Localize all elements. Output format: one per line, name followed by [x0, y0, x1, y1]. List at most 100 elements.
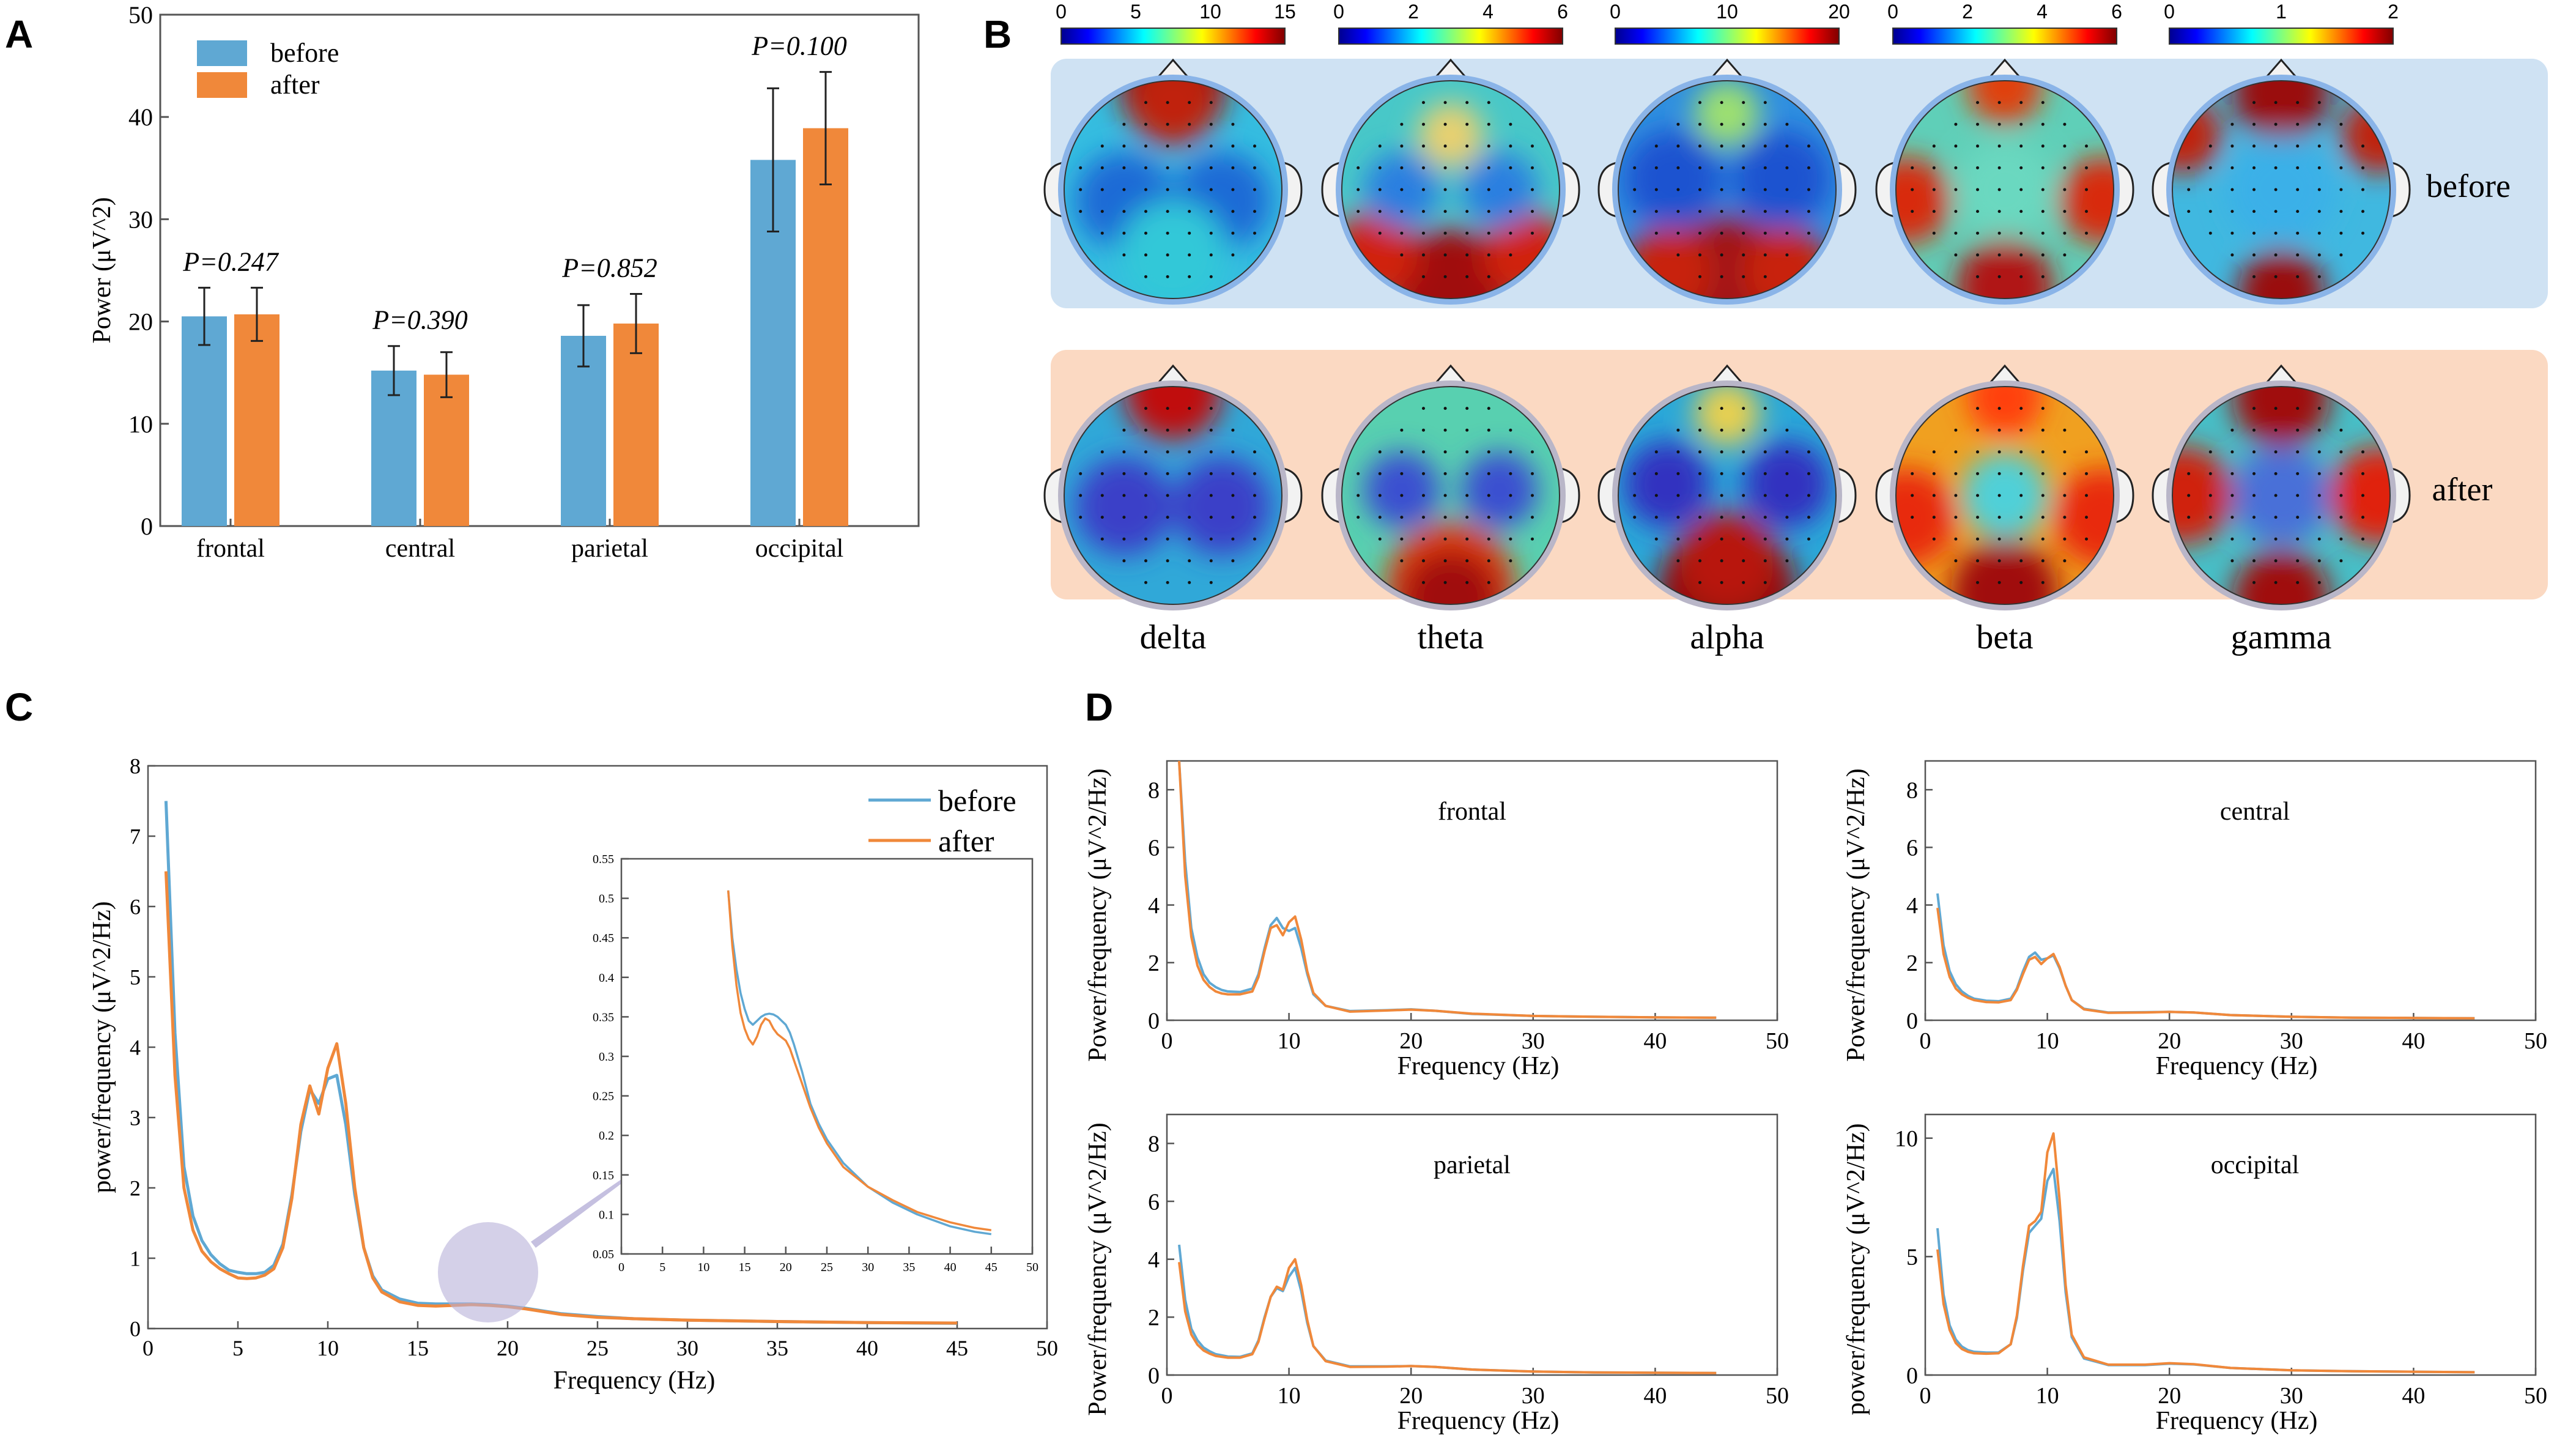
electrode-dot — [1676, 210, 1680, 213]
x-tick-label: 35 — [903, 1261, 915, 1274]
panel-label-c: C — [5, 685, 33, 729]
electrode-dot — [2339, 144, 2343, 148]
electrode-dot — [2252, 188, 2256, 191]
electrode-dot — [1807, 494, 1810, 497]
electrode-dot — [1531, 188, 1534, 191]
electrode-dot — [1487, 253, 1490, 257]
electrode-dot — [1654, 144, 1658, 148]
x-axis-title: Frequency (Hz) — [2156, 1407, 2318, 1435]
electrode-dot — [1676, 559, 1680, 563]
electrode-dot — [1443, 122, 1447, 126]
topomap-blob — [2172, 446, 2232, 545]
x-tick-label: 50 — [2524, 1383, 2547, 1409]
electrode-dot — [1911, 472, 1914, 475]
electrode-dot — [1443, 275, 1447, 278]
electrode-dot — [2208, 188, 2212, 191]
electrode-dot — [1465, 407, 1469, 410]
electrode-dot — [1422, 101, 1425, 105]
right-ear — [1282, 161, 1303, 218]
electrode-dot — [1976, 559, 1979, 563]
electrode-dot — [1231, 516, 1235, 519]
row-label-before: before — [2426, 168, 2511, 204]
topomap-delta-after — [1043, 364, 1303, 610]
electrode-dot — [1509, 231, 1512, 235]
colorbar-tick-label: 0 — [2164, 1, 2175, 23]
x-tick-label: 10 — [2036, 1028, 2059, 1054]
electrode-dot — [2296, 494, 2300, 497]
electrode-dot — [1188, 122, 1191, 126]
y-tick-label: 0.55 — [593, 853, 614, 866]
electrode-dot — [1742, 516, 1745, 519]
electrode-dot — [1911, 166, 1914, 169]
electrode-dot — [2252, 516, 2256, 519]
electrode-dot — [1954, 253, 1958, 257]
electrode-dot — [1465, 166, 1469, 169]
electrode-dot — [1465, 516, 1469, 519]
electrode-dot — [1720, 450, 1723, 454]
electrode-dot — [1997, 516, 2001, 519]
electrode-dot — [1807, 188, 1810, 191]
electrode-dot — [1231, 210, 1235, 213]
topomap-blob — [1119, 200, 1227, 298]
electrode-dot — [1188, 166, 1191, 169]
electrode-dot — [1742, 231, 1745, 235]
x-category-label: central — [385, 535, 455, 563]
electrode-dot — [1209, 537, 1213, 541]
electrode-dot — [1954, 188, 1958, 191]
y-tick-label: 0.15 — [593, 1169, 614, 1182]
electrode-dot — [1144, 210, 1147, 213]
y-tick-label: 30 — [128, 206, 153, 233]
y-tick-label: 0.1 — [599, 1208, 614, 1222]
electrode-dot — [1654, 494, 1658, 497]
electrode-dot — [1676, 253, 1680, 257]
electrode-dot — [1720, 516, 1723, 519]
topomap-blob — [1623, 441, 1711, 528]
electrode-dot — [1720, 559, 1723, 563]
electrode-dot — [1997, 210, 2001, 213]
electrode-dot — [1676, 537, 1680, 541]
left-ear — [2152, 161, 2172, 218]
electrode-dot — [1443, 428, 1447, 432]
electrode-dot — [1911, 188, 1914, 191]
electrode-dot — [1253, 516, 1256, 519]
electrode-dot — [1932, 188, 1936, 191]
electrode-dot — [1763, 188, 1767, 191]
electrode-dot — [2296, 407, 2300, 410]
x-tick-label: 10 — [1278, 1028, 1301, 1054]
electrode-dot — [1720, 407, 1723, 410]
electrode-dot — [1166, 580, 1169, 584]
topomap-blob — [1173, 457, 1271, 555]
electrode-dot — [1443, 494, 1447, 497]
electrode-dot — [2274, 253, 2278, 257]
electrode-dot — [1976, 166, 1979, 169]
electrode-dot — [1100, 450, 1104, 454]
y-tick-label: 8 — [1148, 777, 1160, 803]
band-label-gamma: gamma — [2231, 618, 2332, 656]
topomap-blob — [1966, 387, 2043, 436]
electrode-dot — [1997, 253, 2001, 257]
electrode-dot — [2230, 210, 2234, 213]
electrode-dot — [1122, 122, 1126, 126]
electrode-dot — [2041, 166, 2045, 169]
electrode-dot — [1911, 494, 1914, 497]
electrode-dot — [1166, 166, 1169, 169]
topomap-blob — [2059, 157, 2114, 244]
colorbar-tick-label: 2 — [1408, 1, 1419, 23]
x-tick-label: 20 — [497, 1336, 519, 1360]
electrode-dot — [1100, 188, 1104, 191]
electrode-dot — [1166, 494, 1169, 497]
electrode-dot — [2296, 428, 2300, 432]
electrode-dot — [1400, 450, 1404, 454]
electrode-dot — [2274, 188, 2278, 191]
subplot-parietal: 0 10 20 30 40 50 0 2 4 6 8 parietal Frequency (Hz) Po… — [1084, 1113, 1789, 1435]
electrode-dot — [2208, 210, 2212, 213]
electrode-dot — [1742, 101, 1745, 105]
electrode-dot — [1122, 188, 1126, 191]
x-tick-label: 15 — [407, 1336, 429, 1360]
electrode-dot — [1100, 144, 1104, 148]
electrode-dot — [1654, 516, 1658, 519]
electrode-dot — [1976, 275, 1979, 278]
electrode-dot — [1443, 407, 1447, 410]
electrode-dot — [1188, 188, 1191, 191]
topomap-fill — [1064, 387, 1282, 604]
